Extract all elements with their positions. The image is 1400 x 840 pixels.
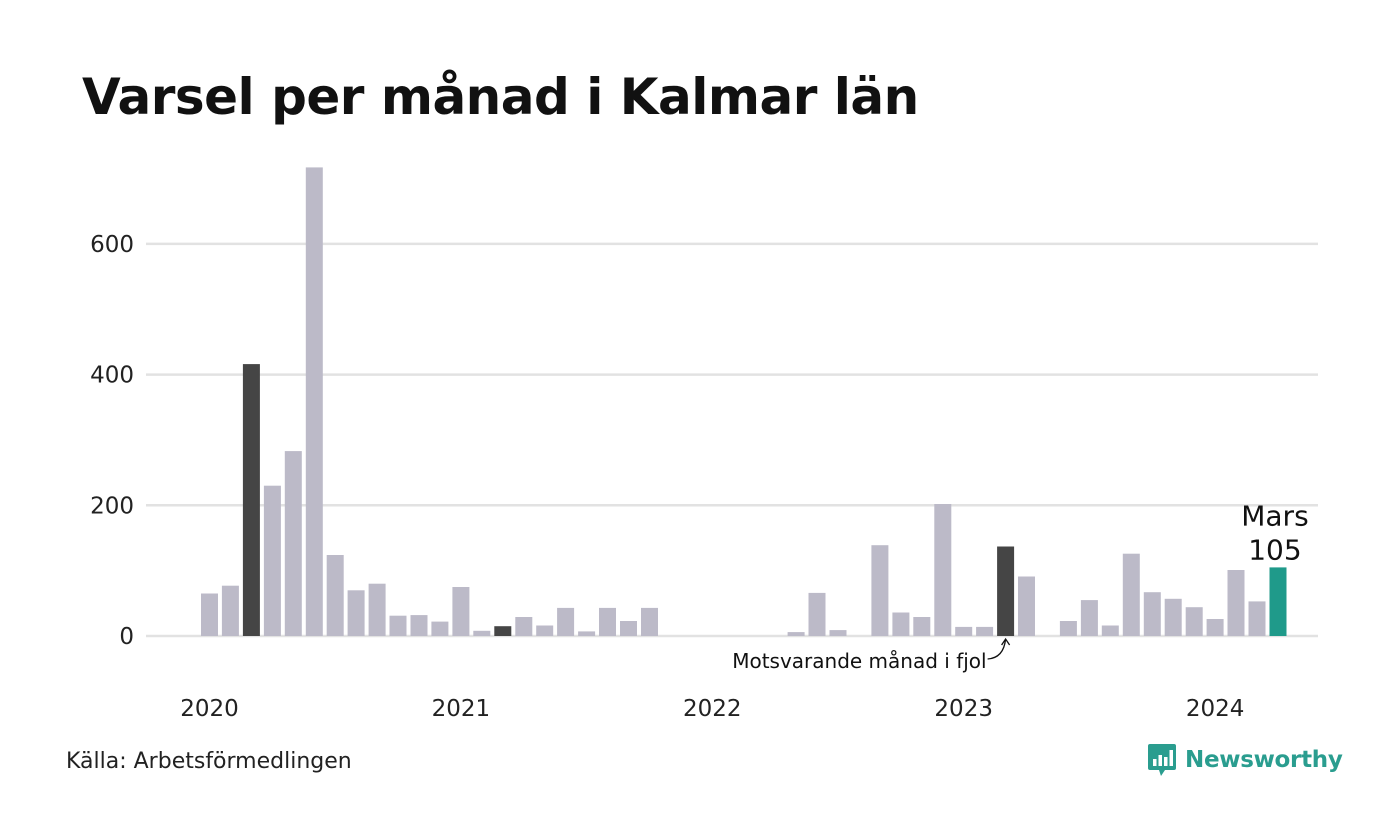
bar-2022-12	[934, 504, 952, 636]
bar-2024-02	[1227, 570, 1245, 636]
y-axis-ticks: 0 200 400 600	[90, 232, 134, 650]
bar-2023-03	[997, 546, 1015, 636]
bar-2023-08	[1101, 625, 1119, 636]
bar-2021-07	[578, 631, 596, 636]
bar-2023-06	[1059, 621, 1077, 636]
brand-name: Newsworthy	[1185, 747, 1343, 773]
bar-2020-10	[389, 615, 407, 636]
current-value-label: 105	[1248, 533, 1301, 566]
bar-2020-01	[201, 593, 218, 636]
bar-2021-08	[599, 607, 616, 636]
x-axis-ticks: 2020 2021 2022 2023 2024	[180, 696, 1244, 722]
bar-2021-05	[536, 625, 554, 636]
bar-2022-06	[808, 592, 826, 636]
bar-2020-04	[263, 485, 281, 636]
bar-2020-03	[242, 364, 260, 636]
x-tick-label: 2021	[432, 696, 491, 722]
brand-logo[interactable]: Newsworthy	[1147, 742, 1343, 778]
bar-2020-05	[284, 451, 302, 636]
bar-2021-01	[452, 587, 470, 636]
bar-2024-01	[1206, 619, 1224, 636]
y-tick-label: 200	[90, 493, 134, 519]
last-year-arrow	[987, 637, 1011, 660]
newsworthy-logo-icon	[1148, 744, 1176, 776]
x-tick-label: 2020	[180, 696, 239, 722]
bar-2023-12	[1185, 607, 1203, 636]
bar-2022-07	[829, 630, 847, 636]
bar-2022-10	[892, 612, 910, 636]
bar-2020-12	[431, 621, 449, 636]
x-tick-label: 2023	[934, 696, 993, 722]
bar-2024-03	[1248, 601, 1266, 636]
bar-2021-02	[473, 630, 491, 636]
y-tick-label: 0	[119, 624, 134, 650]
current-month-label: Mars	[1241, 499, 1308, 532]
bar-undefined	[1269, 567, 1287, 636]
bars	[201, 167, 1287, 636]
bar-2023-11	[1164, 598, 1182, 636]
bar-2021-06	[557, 607, 575, 636]
bar-2020-11	[410, 615, 428, 636]
bar-2023-04	[1018, 576, 1035, 636]
bar-2021-10	[641, 607, 658, 636]
x-tick-label: 2024	[1186, 696, 1245, 722]
bar-2020-06	[305, 167, 323, 636]
bar-2020-08	[347, 590, 365, 636]
y-tick-label: 400	[90, 363, 134, 389]
bar-2023-01	[955, 626, 973, 636]
last-year-annotation: Motsvarande månad i fjol	[732, 649, 986, 673]
bar-2023-07	[1080, 600, 1098, 636]
x-tick-label: 2022	[683, 696, 742, 722]
bar-2021-04	[515, 617, 533, 636]
y-tick-label: 600	[90, 232, 134, 258]
annotations: Mars 105 Motsvarande månad i fjol	[732, 499, 1308, 673]
bar-2022-09	[871, 545, 889, 636]
bar-2020-07	[326, 555, 344, 636]
bar-2023-10	[1143, 592, 1161, 636]
bar-2023-09	[1122, 553, 1140, 636]
bar-2022-11	[913, 617, 931, 636]
bar-2021-09	[620, 621, 637, 636]
bar-2023-02	[976, 626, 994, 636]
bar-2020-02	[221, 585, 239, 636]
bar-2020-09	[368, 583, 386, 636]
bar-2021-03	[494, 626, 512, 636]
bar-2022-05	[787, 632, 805, 636]
chart-title: Varsel per månad i Kalmar län	[82, 68, 919, 126]
source-note: Källa: Arbetsförmedlingen	[66, 749, 352, 774]
